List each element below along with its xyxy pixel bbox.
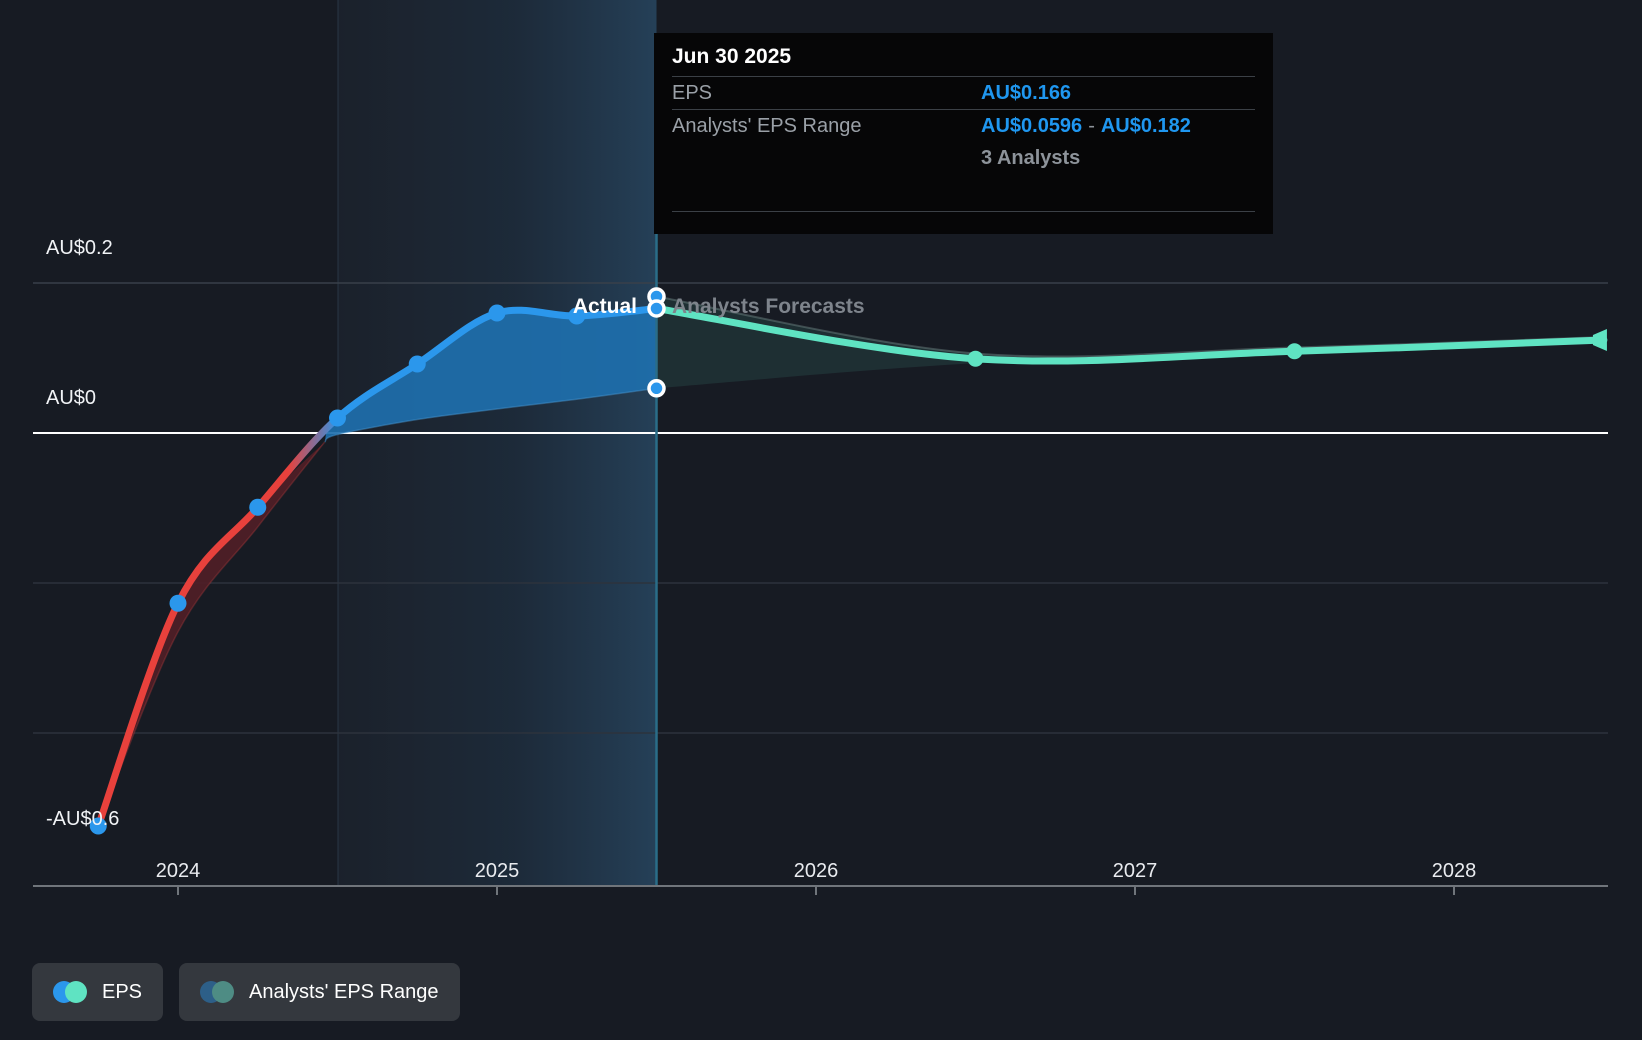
eps-data-point (169, 594, 187, 612)
eps-teal-dot-icon (65, 981, 87, 1003)
eps-legend-icon (53, 981, 87, 1003)
eps-data-point (568, 307, 586, 325)
eps-data-point (249, 498, 267, 516)
tooltip-bottom-separator (672, 211, 1255, 212)
past-range-low-edge (324, 387, 657, 443)
forecast-range-area (656, 296, 1604, 389)
tooltip-eps-label: EPS (672, 81, 713, 104)
tooltip-eps-value: AU$0.166 (981, 81, 1072, 104)
tooltip-date: Jun 30 2025 (672, 45, 792, 68)
legend: EPS Analysts' EPS Range (32, 963, 460, 1021)
legend-range-toggle[interactable]: Analysts' EPS Range (179, 963, 460, 1021)
eps-data-point (488, 304, 506, 322)
tooltip-range-high: AU$0.182 (1100, 114, 1191, 137)
tooltip-analysts-row: 3 Analysts (672, 142, 1255, 174)
forecast-data-point (967, 350, 984, 367)
past-range-area-positive (324, 308, 657, 442)
legend-range-label: Analysts' EPS Range (249, 980, 439, 1003)
legend-eps-label: EPS (102, 980, 143, 1003)
tooltip-separator (672, 109, 1255, 110)
today-data-point (647, 379, 666, 398)
tooltip-separator (672, 76, 1255, 77)
recent-period-band (337, 0, 657, 886)
today-data-point (647, 299, 666, 318)
eps-data-point (89, 817, 107, 835)
range-legend-icon (200, 981, 235, 1003)
tooltip-analyst-count: 3 Analysts (981, 146, 1081, 169)
tooltip-range-value: AU$0.0596- AU$0.182 (981, 115, 1255, 138)
past-range-low-edge (97, 441, 326, 827)
legend-eps-toggle[interactable]: EPS (32, 963, 164, 1021)
forecast-data-point (1286, 343, 1303, 360)
tooltip-range-row: Analysts' EPS Range AU$0.0596- AU$0.182 (672, 110, 1255, 142)
past-range-area-negative (98, 442, 325, 826)
eps-data-point (408, 355, 426, 373)
tooltip-range-separator: - (1088, 114, 1095, 137)
tooltip-range-label: Analysts' EPS Range (672, 114, 862, 137)
forecast-arrow-icon (1592, 329, 1607, 351)
range-teal-dot-icon (212, 981, 235, 1003)
tooltip-range-low: AU$0.0596 (981, 114, 1083, 137)
forecast-eps-line (653, 305, 1608, 365)
tooltip-eps-row: EPS AU$0.166 (672, 77, 1255, 109)
eps-data-point (329, 409, 346, 427)
tooltip: Jun 30 2025 EPS AU$0.166 Analysts' EPS R… (654, 33, 1273, 234)
